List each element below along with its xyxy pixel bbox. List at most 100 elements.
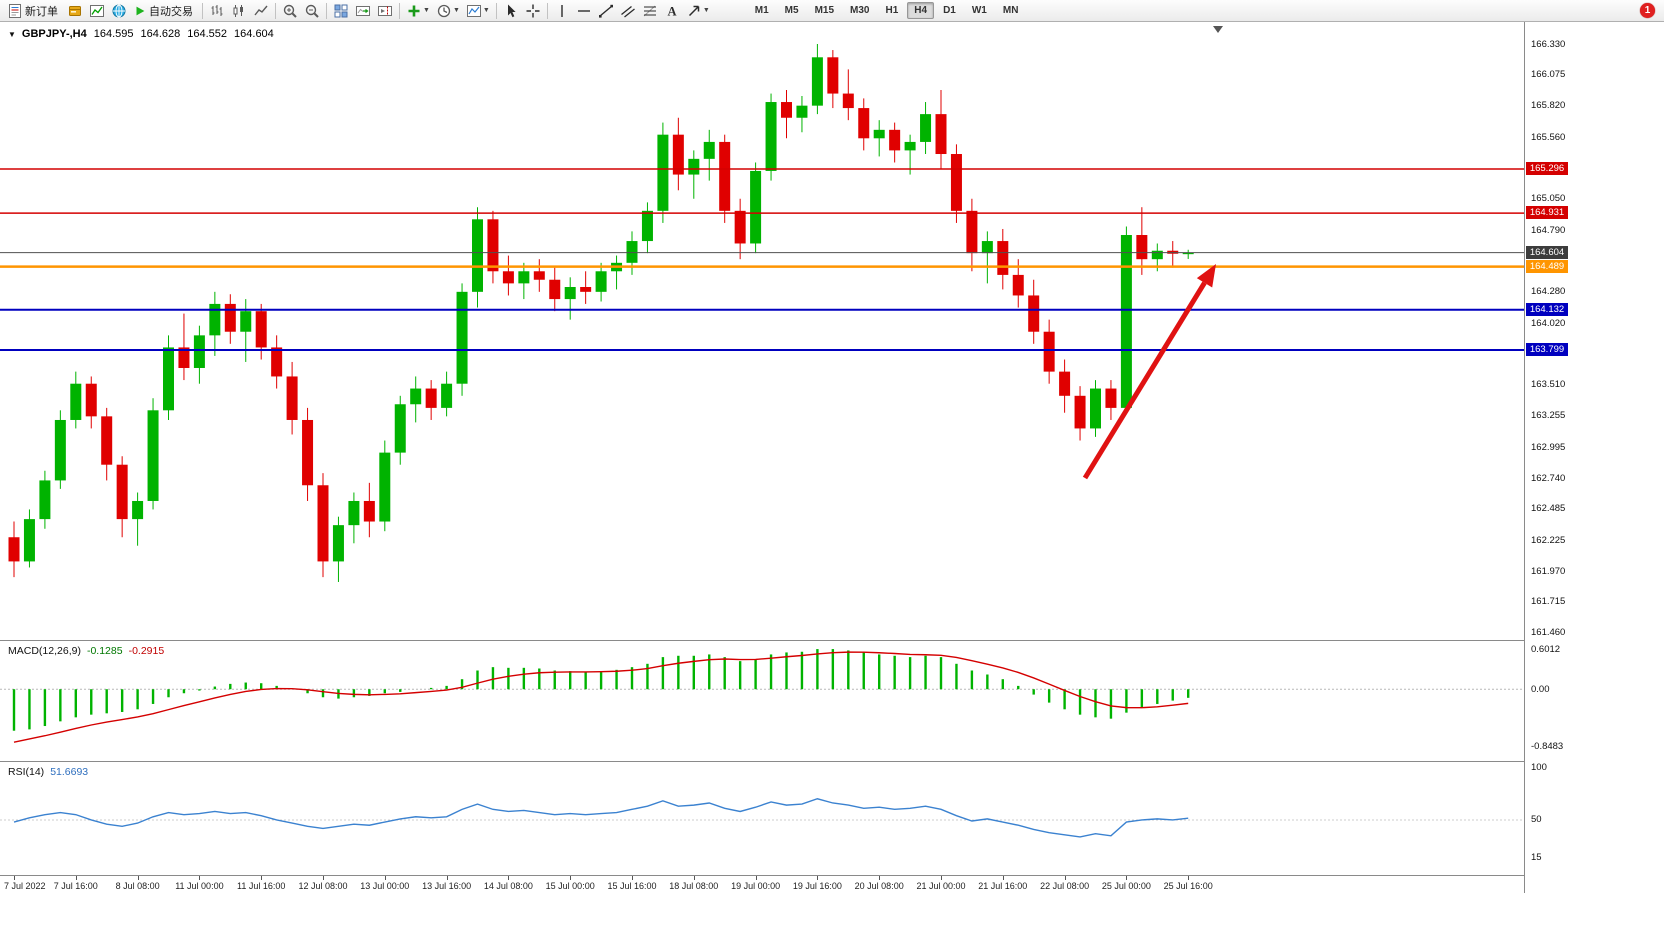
trend-arrow-shaft[interactable]: [1082, 281, 1207, 480]
chart-shift-button[interactable]: [374, 1, 396, 21]
candle-body: [472, 219, 483, 292]
candle-body: [193, 335, 205, 368]
time-axis[interactable]: 7 Jul 2022 7 Jul 16:00 8 Jul 08:00 11 Jul 0…: [0, 875, 1524, 893]
cursor-button[interactable]: [500, 1, 522, 21]
macd-scale-label: 0.00: [1531, 683, 1550, 695]
candle-body: [750, 170, 762, 244]
timeframe-m5-button[interactable]: M5: [784, 5, 799, 16]
candle-body: [317, 485, 329, 562]
candle-body: [8, 537, 20, 562]
timeframe-h4-button[interactable]: H4: [907, 2, 935, 19]
bar-chart-button[interactable]: [206, 1, 228, 21]
line-chart-button[interactable]: [250, 1, 272, 21]
macd-scale-label: -0.8483: [1531, 740, 1564, 752]
autotrading-button[interactable]: 自动交易: [130, 1, 199, 21]
timeframe-m15-button[interactable]: M15: [814, 5, 835, 16]
candle-body: [858, 108, 870, 139]
candle-body: [595, 271, 607, 292]
crosshair-button[interactable]: [522, 1, 544, 21]
trend-arrow-head[interactable]: [1196, 264, 1216, 288]
zoom-in-button[interactable]: [279, 1, 301, 21]
price-tick-label: 163.255: [1531, 410, 1566, 422]
notification-badge[interactable]: 1: [1640, 3, 1655, 18]
chart-shift-marker-icon[interactable]: [1213, 26, 1223, 33]
candle-body: [518, 271, 530, 284]
arrows-button[interactable]: ▼: [683, 1, 713, 21]
time-tick-mark: [1188, 876, 1190, 880]
price-tick-label: 166.075: [1531, 69, 1566, 81]
timeframe-h1-button[interactable]: H1: [885, 5, 899, 16]
candle-body: [626, 241, 638, 263]
price-badge: 164.489: [1526, 259, 1568, 273]
terminal-button[interactable]: [86, 1, 108, 21]
zoom-out-button[interactable]: [301, 1, 323, 21]
text-button[interactable]: A: [661, 1, 683, 21]
metaeditor-icon: [67, 3, 83, 19]
candle-body: [502, 271, 514, 284]
candle-body: [981, 241, 993, 254]
price-axis[interactable]: 166.330 166.075 165.820 165.560 165.050 164.7…: [1524, 22, 1664, 893]
tile-windows-button[interactable]: [330, 1, 352, 21]
timeframe-m1-button[interactable]: M1: [754, 5, 769, 16]
periods-button[interactable]: ▼: [433, 1, 463, 21]
candle-body: [286, 376, 298, 420]
price-tick-label: 165.050: [1531, 193, 1566, 205]
autotrading-play-icon: [133, 4, 147, 18]
candle-body: [1151, 250, 1163, 260]
clock-icon: [436, 3, 452, 19]
fibonacci-button[interactable]: [639, 1, 661, 21]
trendline-button[interactable]: [595, 1, 617, 21]
ohlc-high: 164.628: [140, 28, 181, 40]
toolbar-separator: [546, 2, 548, 19]
timeframe-w1-button[interactable]: W1: [971, 5, 987, 16]
ohlc-close: 164.604: [234, 28, 274, 40]
time-tick-mark: [508, 876, 510, 880]
indicators-button[interactable]: ▼: [403, 1, 433, 21]
templates-button[interactable]: ▼: [463, 1, 493, 21]
text-icon: A: [664, 3, 680, 19]
timeframe-m30-button[interactable]: M30: [850, 5, 870, 16]
candle-body: [54, 419, 66, 481]
horizontal-line-button[interactable]: [573, 1, 595, 21]
candle-body: [1012, 274, 1024, 296]
candle-body: [209, 303, 221, 336]
candle-body: [255, 311, 267, 348]
price-tick-label: 161.460: [1531, 627, 1566, 639]
price-tick-label: 165.560: [1531, 131, 1566, 143]
candle-body: [363, 500, 375, 522]
time-tick-mark: [879, 876, 881, 880]
chart-shift-icon: [377, 3, 393, 19]
macd-canvas[interactable]: [0, 641, 1524, 761]
auto-scroll-button[interactable]: [352, 1, 374, 21]
candlestick-chart-button[interactable]: [228, 1, 250, 21]
time-axis-label: 21 Jul 00:00: [916, 881, 966, 891]
candle-body: [827, 57, 839, 94]
metaeditor-button[interactable]: [64, 1, 86, 21]
candle-body: [904, 141, 916, 151]
time-axis-label: 7 Jul 16:00: [53, 881, 98, 891]
zoom-out-icon: [304, 3, 320, 19]
time-axis-label: 22 Jul 08:00: [1040, 881, 1090, 891]
community-button[interactable]: [108, 1, 130, 21]
candle-body: [1059, 371, 1071, 396]
candle-body: [641, 210, 653, 242]
trendline-icon: [598, 3, 614, 19]
ohlc-low: 164.552: [187, 28, 228, 40]
main-chart-canvas[interactable]: [0, 22, 1524, 640]
rsi-panel: RSI(14) 51.6693: [0, 761, 1524, 875]
rsi-canvas[interactable]: [0, 762, 1524, 875]
candle-body: [116, 464, 128, 520]
timeframe-d1-button[interactable]: D1: [943, 5, 956, 16]
macd-label: MACD(12,26,9) -0.1285 -0.2915: [8, 645, 164, 657]
candle-body: [549, 279, 561, 300]
time-tick-mark: [755, 876, 757, 880]
candle-body: [441, 383, 453, 408]
vertical-line-button[interactable]: [551, 1, 573, 21]
timeframe-mn-button[interactable]: MN: [1002, 5, 1019, 16]
new-order-button[interactable]: 新订单: [4, 1, 64, 21]
equidistant-channel-button[interactable]: [617, 1, 639, 21]
rsi-name: RSI(14): [8, 766, 45, 778]
chevron-down-icon: ▼: [482, 7, 490, 14]
symbol-dropdown-icon[interactable]: ▼: [8, 29, 16, 39]
time-axis-label: 25 Jul 00:00: [1101, 881, 1151, 891]
